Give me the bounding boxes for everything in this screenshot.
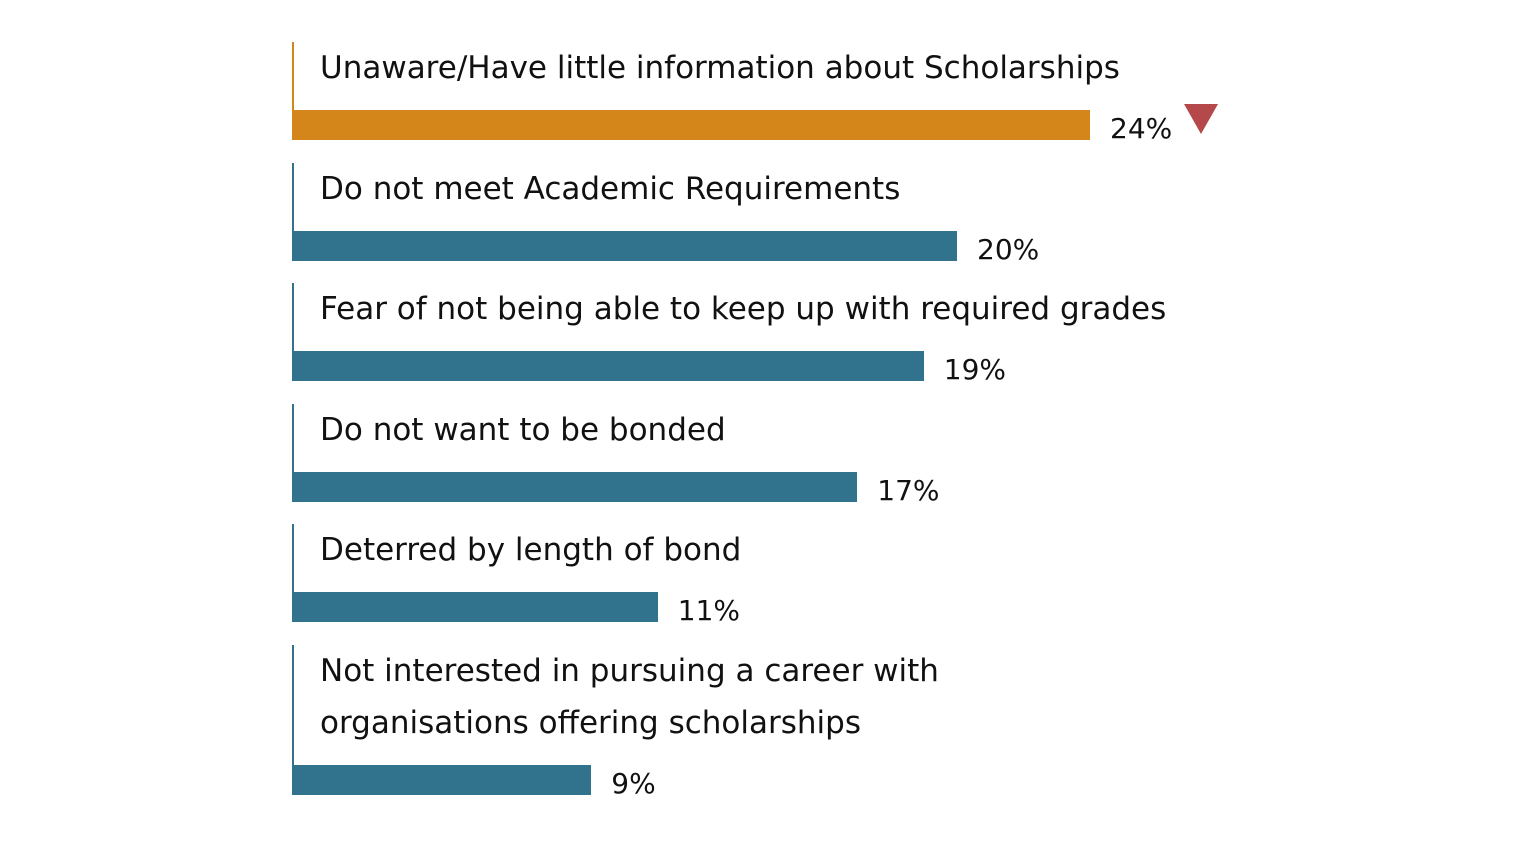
bar: [292, 764, 592, 795]
category-label: Do not meet Academic Requirements: [292, 162, 1536, 231]
bar-row: Fear of not being able to keep up with r…: [292, 283, 1536, 385]
bar: [292, 230, 957, 261]
bar-row: Not interested in pursuing a career with…: [292, 644, 1536, 798]
bar-row: Do not meet Academic Requirements 20%: [292, 162, 1536, 264]
down-marker: [1184, 104, 1219, 134]
bar-row: Unaware/Have little information about Sc…: [292, 42, 1536, 144]
bar-line: 24%: [292, 104, 1536, 144]
value-label: 19%: [943, 353, 1006, 386]
bar: [292, 471, 858, 502]
category-label: Fear of not being able to keep up with r…: [292, 283, 1536, 351]
down-triangle: [1184, 104, 1219, 134]
value-label: 20%: [977, 232, 1040, 266]
bar: [292, 592, 658, 622]
bar-row: Deterred by length of bond 11%: [292, 524, 1536, 626]
bar-line: 11%: [292, 592, 1536, 626]
bar-line: 17%: [292, 471, 1536, 505]
bar: [292, 351, 924, 381]
category-label: Unaware/Have little information about Sc…: [292, 42, 1536, 110]
bar-line: 20%: [292, 230, 1536, 264]
bar-line: 9%: [292, 764, 1536, 798]
value-label: 17%: [877, 473, 940, 507]
value-label: 24%: [1110, 112, 1173, 145]
bar-row: Do not want to be bonded 17%: [292, 403, 1536, 505]
category-label: Do not want to be bonded: [292, 403, 1536, 472]
bar: [292, 110, 1090, 140]
value-label: 11%: [677, 594, 740, 627]
category-label: Not interested in pursuing a career with…: [292, 644, 1536, 765]
bar-line: 19%: [292, 351, 1536, 385]
category-label: Deterred by length of bond: [292, 524, 1536, 592]
value-label: 9%: [611, 766, 656, 800]
